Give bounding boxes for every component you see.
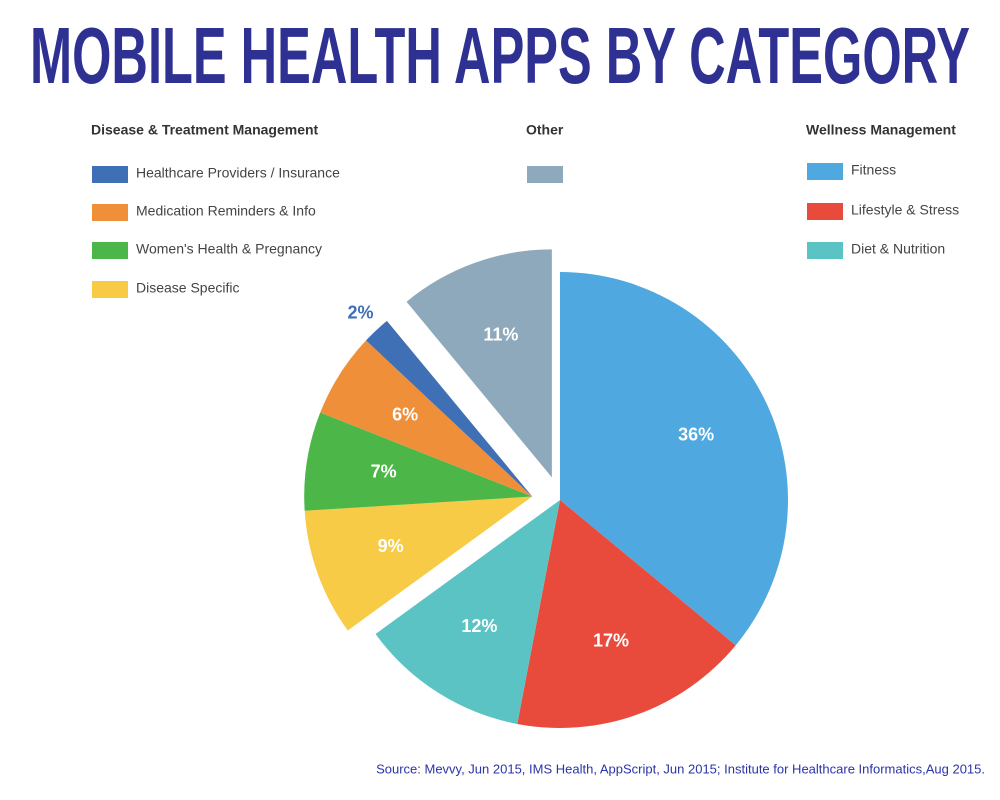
legend-group-title: Wellness Management [806,122,956,138]
legend-label: Lifestyle & Stress [851,202,959,218]
slice-label: 6% [392,405,418,425]
legend-swatch [807,163,843,180]
pie-slice [560,272,788,646]
chart-title: MOBILE HEALTH APPS BY CATEGORY [30,11,970,100]
legend-group-title: Other [526,122,564,138]
pie-slice [366,320,533,497]
legend-swatch [807,203,843,220]
pie-slice [320,340,533,497]
legend-label: Healthcare Providers / Insurance [136,165,340,181]
legend-swatch [92,204,128,221]
slice-label: 12% [461,616,497,636]
pie-slice [406,249,552,478]
legend-group-title: Disease & Treatment Management [91,122,319,138]
slice-label: 17% [593,630,629,650]
source-note: Source: Mevvy, Jun 2015, IMS Health, App… [376,761,985,776]
legend-label: Medication Reminders & Info [136,203,316,219]
slice-label: 2% [348,302,374,322]
legend-swatch [92,166,128,183]
slice-label: 11% [483,325,518,345]
slice-label: 9% [378,536,404,556]
slice-label: 7% [371,462,397,482]
pie-slice [304,412,533,511]
pie-slice [375,500,560,724]
legend-label: Women's Health & Pregnancy [136,241,322,257]
legend-swatch [527,166,563,183]
legend-swatch [807,242,843,259]
legend-label: Diet & Nutrition [851,241,945,257]
pie-slice [517,500,736,728]
slice-label: 36% [678,425,714,445]
legend-swatch [92,281,128,298]
legend-swatch [92,242,128,259]
pie-slice [304,496,533,631]
legend-label: Disease Specific [136,280,240,296]
legend-label: Fitness [851,162,896,178]
